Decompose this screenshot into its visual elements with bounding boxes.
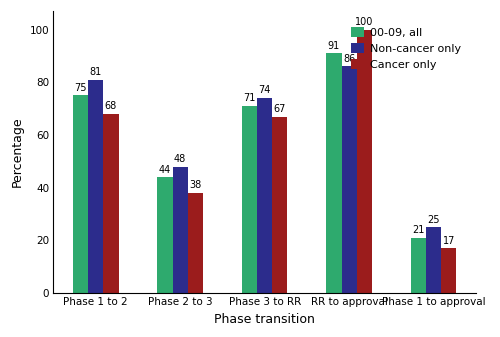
- Text: 75: 75: [74, 83, 86, 93]
- Text: 67: 67: [274, 104, 286, 114]
- Text: 48: 48: [174, 154, 186, 164]
- Text: 17: 17: [442, 236, 455, 246]
- Bar: [326, 53, 342, 293]
- Text: 25: 25: [428, 215, 440, 225]
- X-axis label: Phase transition: Phase transition: [214, 313, 315, 326]
- Bar: [356, 30, 372, 293]
- Text: 91: 91: [328, 41, 340, 51]
- Y-axis label: Percentage: Percentage: [11, 117, 24, 187]
- Text: 68: 68: [105, 101, 117, 111]
- Bar: [441, 248, 456, 293]
- Text: 71: 71: [243, 93, 256, 103]
- Text: 44: 44: [159, 164, 171, 175]
- Text: 100: 100: [355, 17, 374, 27]
- Bar: [426, 227, 441, 293]
- Bar: [104, 114, 118, 293]
- Bar: [411, 238, 426, 293]
- Bar: [242, 106, 257, 293]
- Text: 21: 21: [412, 225, 424, 235]
- Bar: [172, 166, 188, 293]
- Bar: [73, 95, 88, 293]
- Bar: [342, 66, 356, 293]
- Text: 86: 86: [343, 54, 355, 64]
- Bar: [88, 80, 104, 293]
- Bar: [257, 98, 272, 293]
- Text: 74: 74: [258, 86, 271, 95]
- Bar: [188, 193, 203, 293]
- Bar: [272, 117, 287, 293]
- Text: 81: 81: [90, 67, 102, 77]
- Legend: 00-09, all, Non-cancer only, Cancer only: 00-09, all, Non-cancer only, Cancer only: [346, 22, 465, 74]
- Bar: [158, 177, 172, 293]
- Text: 38: 38: [189, 180, 202, 190]
